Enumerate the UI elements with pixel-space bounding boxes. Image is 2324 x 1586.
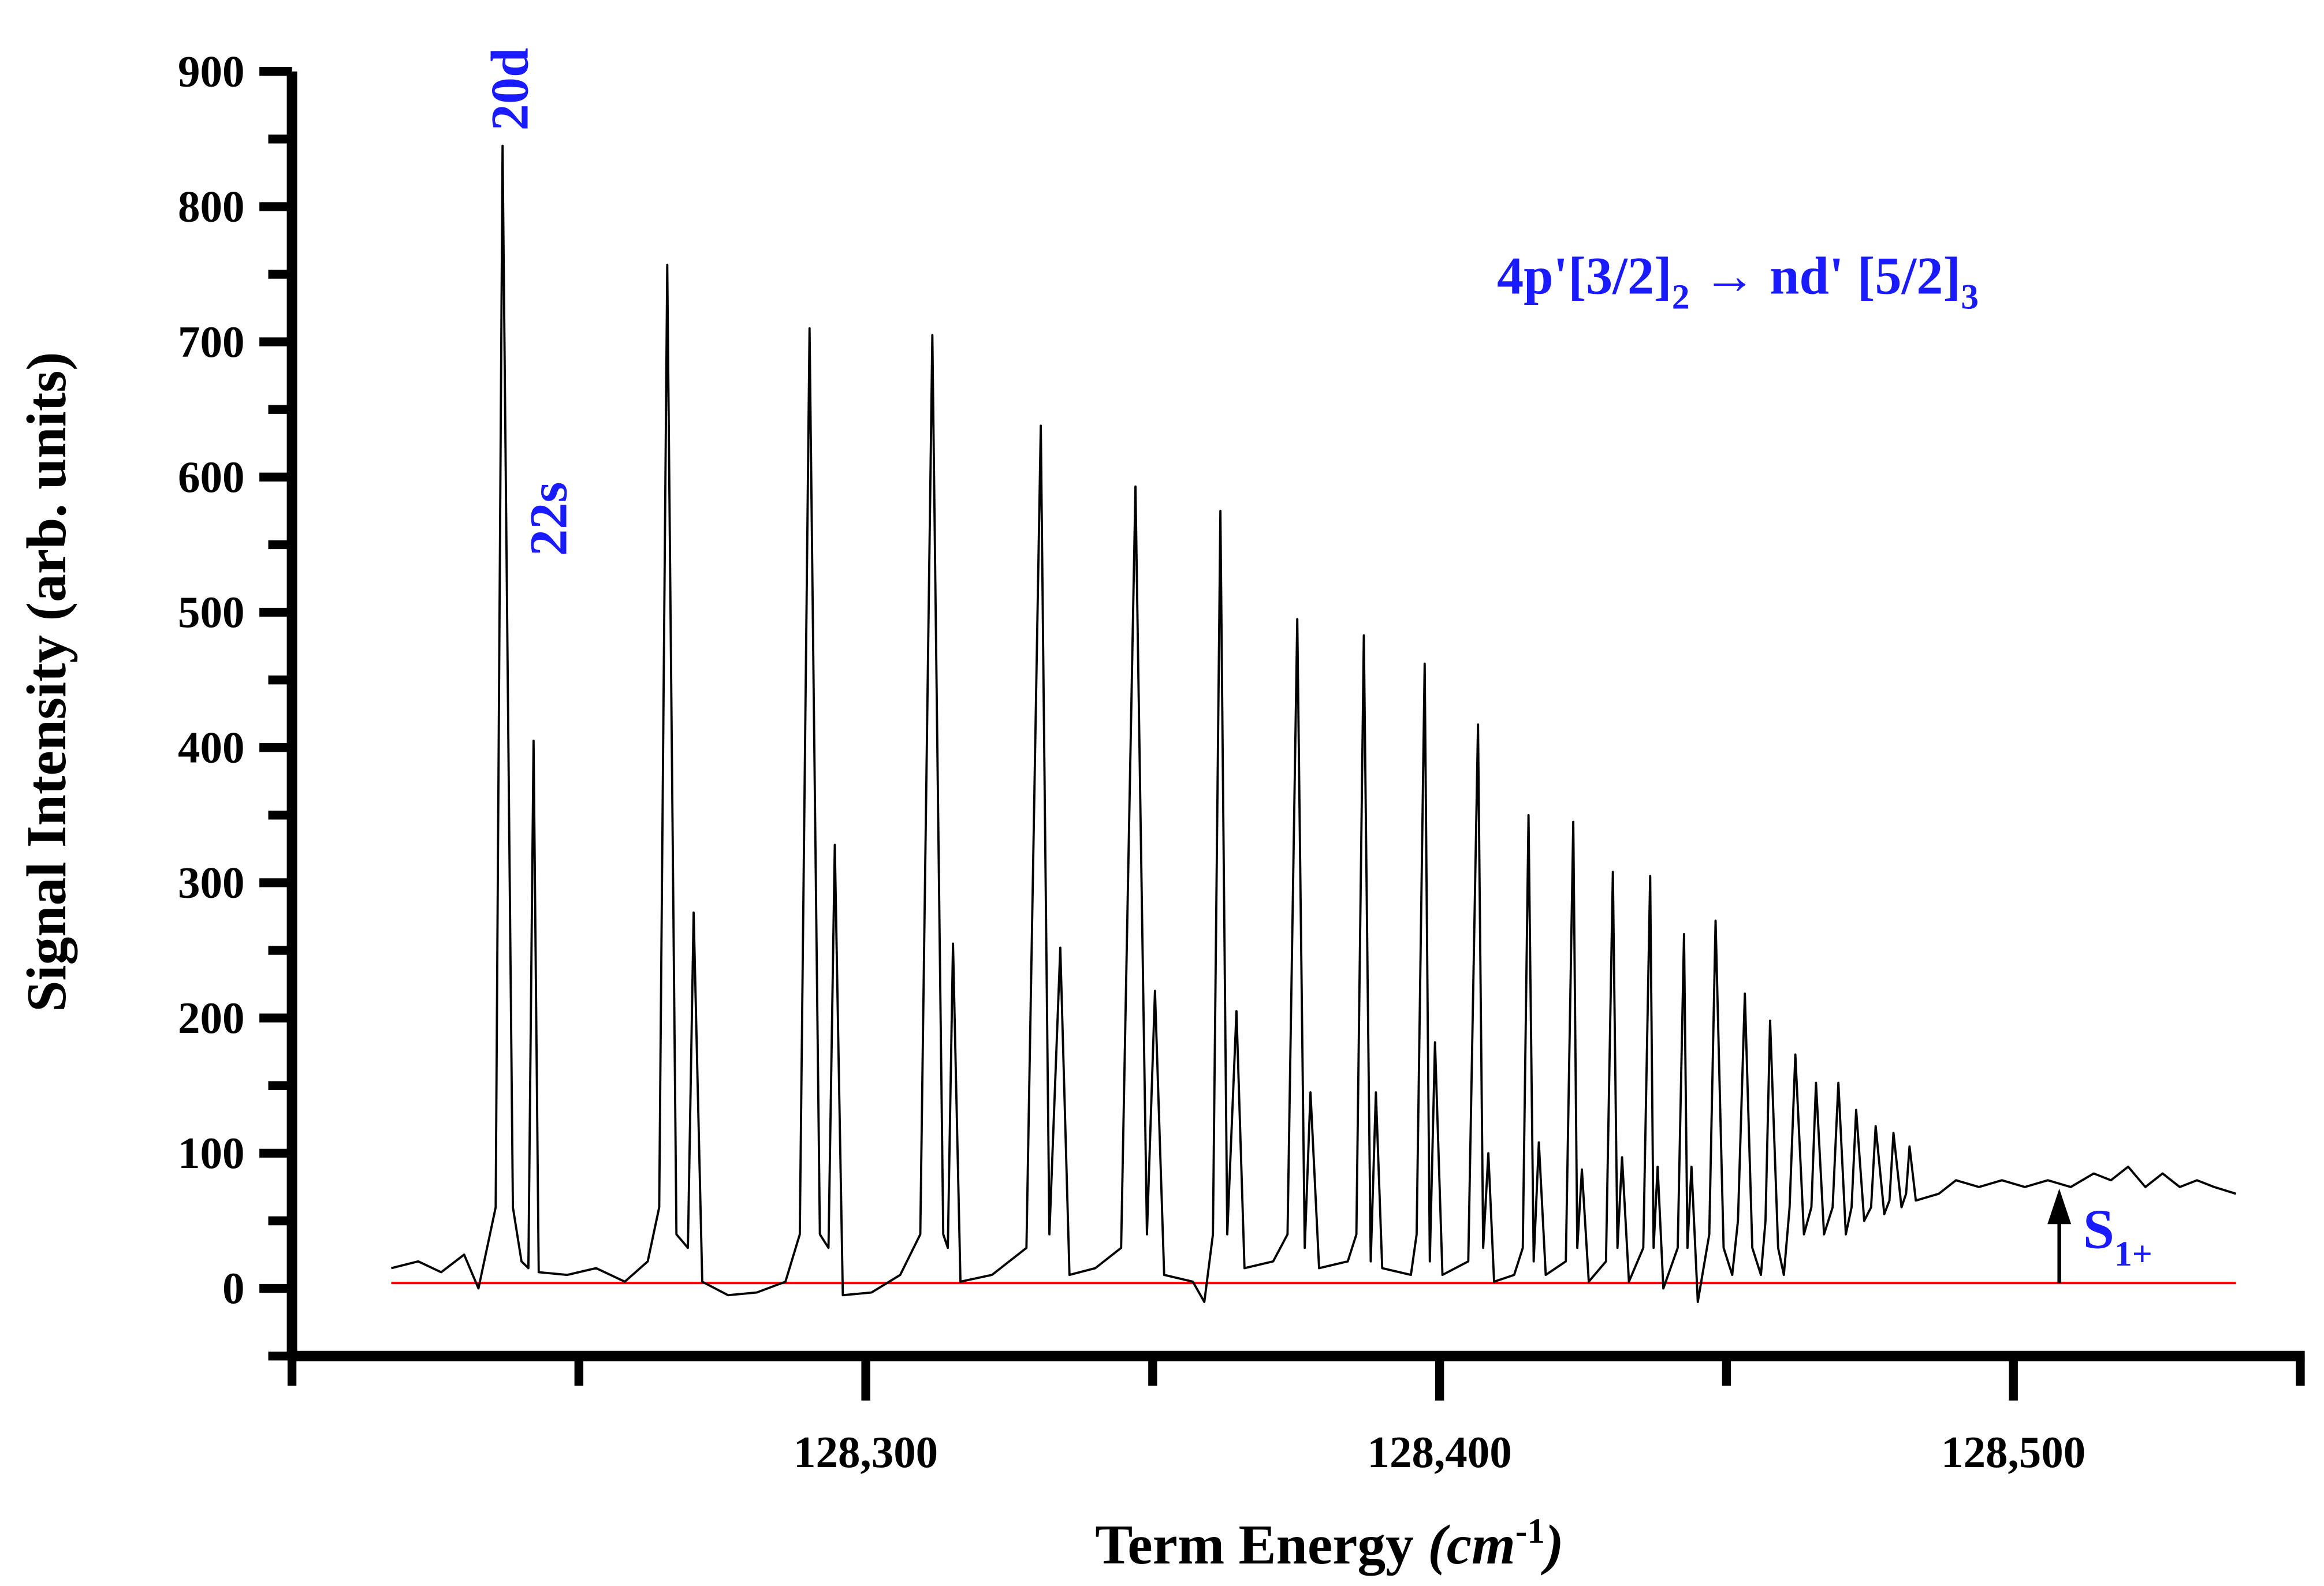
threshold-arrowhead [2047, 1188, 2072, 1225]
transition-sub: 3 [1961, 277, 1979, 316]
x-axis-title-text: Term Energy [1095, 1514, 1428, 1576]
y-tick-label: 700 [178, 317, 244, 367]
y-tick-label: 400 [178, 722, 244, 772]
y-tick-label: 600 [178, 452, 244, 502]
y-tick-label: 900 [178, 46, 244, 96]
x-axis-title: Term Energy (cm-1) [1095, 1512, 1563, 1576]
peak-label: 20d [481, 48, 539, 131]
y-axis-title: Signal Intensity (arb. units) [16, 352, 78, 1012]
threshold-label-text: S [2083, 1198, 2114, 1260]
x-axis-unit-sup: -1 [1515, 1512, 1545, 1551]
x-tick-label: 128,300 [794, 1427, 938, 1477]
transition-label: 4p'[3/2]2 → nd' [5/2]3 [1497, 247, 1979, 317]
threshold-label: S1+ [2083, 1198, 2152, 1274]
transition-part: → nd' [5/2] [1690, 247, 1961, 305]
x-axis-unit: (cm [1428, 1514, 1515, 1576]
peak-label: 22s [519, 482, 578, 556]
x-tick-label: 128,500 [1941, 1427, 2085, 1477]
spectrum-line [390, 144, 2237, 1303]
y-tick-label: 200 [178, 993, 244, 1043]
threshold-label-sub: 1+ [2114, 1234, 2152, 1274]
transition-part: 4p'[3/2] [1497, 247, 1672, 305]
x-tick-label: 128,400 [1368, 1427, 1512, 1477]
transition-sub: 2 [1672, 277, 1690, 316]
y-tick-label: 300 [178, 858, 244, 908]
y-tick-label: 0 [222, 1263, 244, 1313]
y-tick-label: 800 [178, 182, 244, 232]
y-tick-label: 100 [178, 1128, 244, 1178]
y-tick-label: 500 [178, 587, 244, 637]
